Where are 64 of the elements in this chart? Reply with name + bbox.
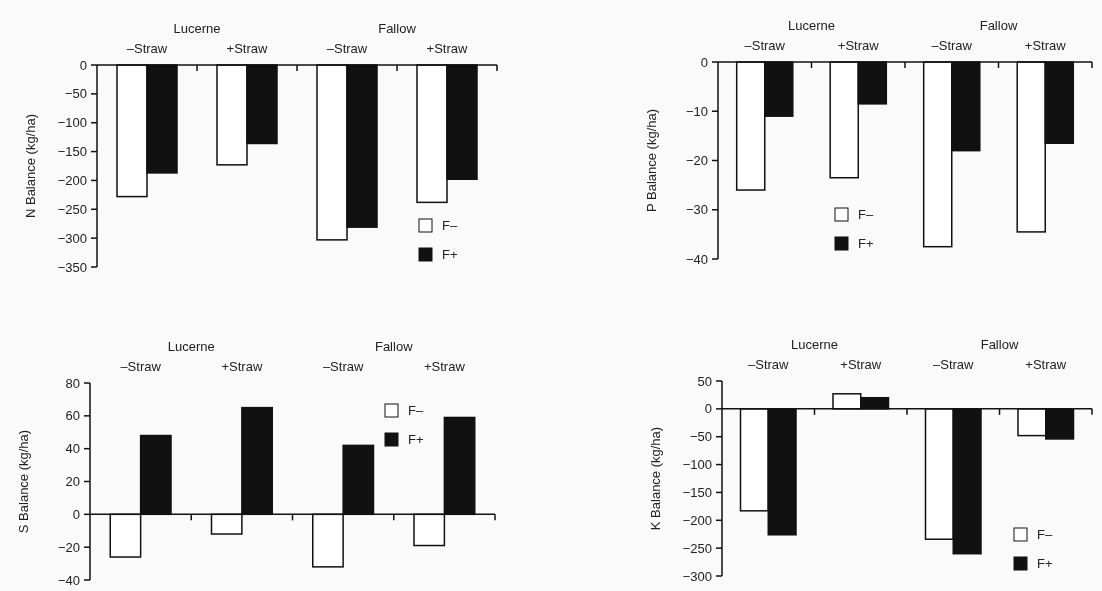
text: Lucerne (791, 337, 838, 352)
y-tick-label: −300 (57, 230, 87, 246)
x-tick-label: +Straw (423, 359, 466, 374)
x-tick-label: +Straw (837, 38, 880, 53)
text: Lucerne (788, 18, 835, 33)
y-axis-title: K Balance (kg/ha) (648, 426, 663, 531)
x-tick-label: –Straw (933, 357, 975, 372)
y-axis-title: S Balance (kg/ha) (16, 429, 31, 534)
y-tick-label: 20 (65, 474, 80, 490)
y-tick-label: −250 (57, 201, 87, 217)
y-tick-label: −100 (57, 115, 87, 131)
y-tick-label: −150 (57, 144, 87, 160)
y-tick-label: −200 (57, 172, 87, 188)
y-tick-label: 0 (79, 57, 87, 73)
legend-label: F+ (408, 432, 424, 447)
text: Lucerne (167, 339, 215, 354)
legend-label: F+ (1037, 556, 1053, 571)
x-tick-label: –Straw (931, 38, 973, 53)
x-tick-label: +Straw (226, 41, 269, 56)
x-tick-label: –Straw (322, 359, 364, 374)
y-tick-label: 60 (65, 408, 80, 424)
y-tick-label: −40 (685, 251, 708, 267)
text: Fallow (979, 18, 1018, 33)
text: Fallow (378, 21, 417, 36)
y-tick-label: −30 (685, 202, 708, 218)
y-tick-label: 40 (65, 441, 80, 457)
y-tick-label: 80 (65, 375, 80, 391)
y-tick-label: −150 (682, 484, 712, 500)
x-tick-label: –Straw (748, 357, 790, 372)
legend-label: F+ (858, 236, 874, 251)
x-tick-label: –Straw (120, 359, 162, 374)
y-tick-label: −350 (57, 259, 87, 275)
text: Fallow (374, 339, 414, 354)
x-tick-label: –Straw (126, 41, 168, 56)
x-tick-label: +Straw (840, 357, 882, 372)
legend-label: F– (408, 403, 424, 418)
y-tick-label: −10 (685, 103, 708, 119)
legend-label: F– (858, 207, 874, 222)
legend-label: F– (442, 218, 458, 233)
y-tick-label: −50 (689, 429, 712, 445)
y-tick-label: −200 (682, 512, 712, 528)
legend-label: F– (1037, 527, 1053, 542)
y-tick-label: −250 (682, 540, 712, 556)
legend-label: F+ (442, 247, 458, 262)
x-tick-label: +Straw (221, 359, 263, 374)
y-tick-label: 0 (704, 401, 712, 417)
x-tick-label: +Straw (426, 41, 469, 56)
x-tick-label: +Straw (1025, 357, 1067, 372)
text: Lucerne (173, 21, 221, 36)
y-tick-label: −40 (57, 572, 80, 588)
y-tick-label: −20 (685, 153, 708, 169)
y-tick-label: −20 (57, 539, 80, 555)
y-tick-label: 0 (700, 54, 708, 70)
text: Fallow (980, 337, 1019, 352)
y-tick-label: −50 (64, 86, 87, 102)
y-axis-title: P Balance (kg/ha) (644, 108, 659, 213)
y-tick-label: −300 (682, 568, 712, 584)
y-axis-title: N Balance (kg/ha) (23, 113, 38, 219)
x-tick-label: –Straw (326, 41, 368, 56)
y-tick-label: 0 (72, 506, 80, 522)
y-tick-label: −100 (682, 457, 712, 473)
y-tick-label: 50 (697, 373, 712, 389)
x-tick-label: –Straw (744, 38, 786, 53)
x-tick-label: +Straw (1024, 38, 1067, 53)
